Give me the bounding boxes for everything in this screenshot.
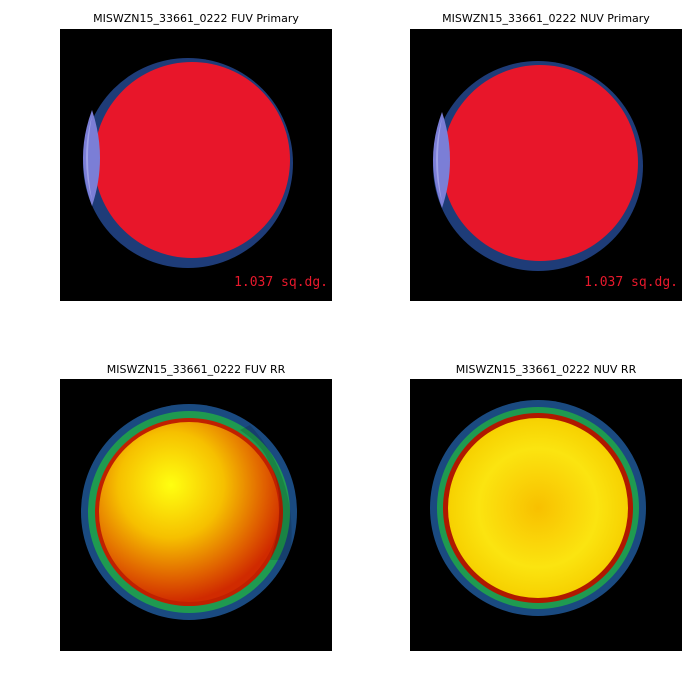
panel-title: MISWZN15_33661_0222 FUV Primary <box>93 12 299 25</box>
panel-image <box>410 379 682 651</box>
panel-title: MISWZN15_33661_0222 FUV RR <box>107 363 286 376</box>
panel-image <box>60 379 332 651</box>
panel-image <box>60 29 332 301</box>
area-annotation: 1.037 sq.dg. <box>234 275 328 290</box>
panel-title: MISWZN15_33661_0222 NUV RR <box>456 363 637 376</box>
panel-image <box>410 29 682 301</box>
panel-title: MISWZN15_33661_0222 NUV Primary <box>442 12 650 25</box>
area-annotation: 1.037 sq.dg. <box>584 275 678 290</box>
